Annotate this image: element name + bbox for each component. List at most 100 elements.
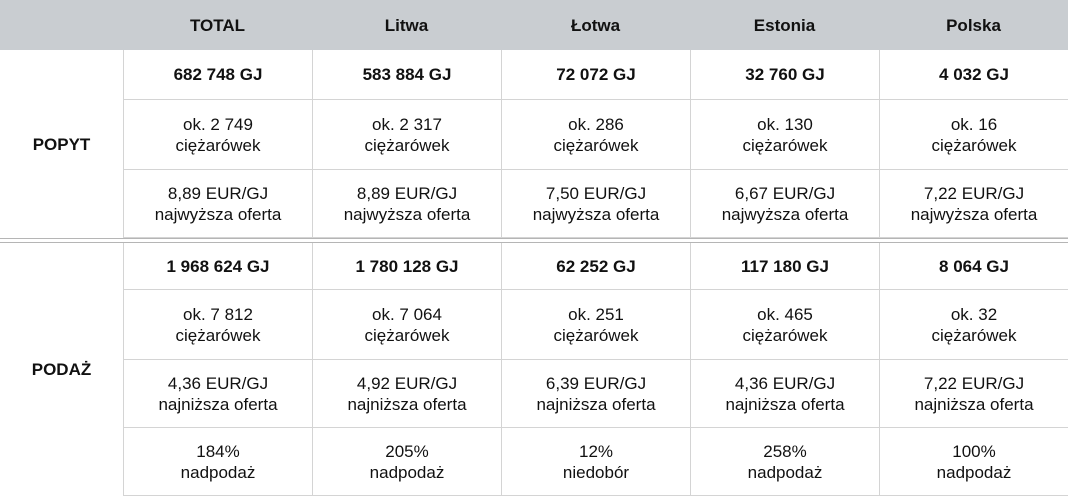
cell-text: Łotwa xyxy=(570,15,621,35)
table-cell: 8 064 GJ xyxy=(879,243,1068,290)
table-cell: 72 072 GJ xyxy=(501,50,690,100)
cell-text: najwyższa oferta xyxy=(154,204,282,224)
cell-text: ciężarówek xyxy=(175,325,261,345)
cell-text: Estonia xyxy=(753,15,816,35)
table-cell: 62 252 GJ xyxy=(501,243,690,290)
cell-text: niedobór xyxy=(562,462,630,482)
table-cell: 583 884 GJ xyxy=(312,50,501,100)
table-cell: 4,92 EUR/GJ najniższa oferta xyxy=(312,360,501,428)
cell-text: 4,92 EUR/GJ xyxy=(356,373,458,393)
cell-text: najniższa oferta xyxy=(536,394,656,414)
cell-text: ok. 286 xyxy=(568,114,624,134)
cell-text: najwyższa oferta xyxy=(343,204,471,224)
cell-text: nadpodaż xyxy=(936,462,1012,482)
cell-text: ciężarówek xyxy=(931,135,1017,155)
table-cell: 4 032 GJ xyxy=(879,50,1068,100)
cell-text: 1 968 624 GJ xyxy=(166,256,270,276)
cell-text: 12% xyxy=(578,441,614,461)
cell-text: ok. 32 xyxy=(950,304,998,324)
cell-text: 7,22 EUR/GJ xyxy=(923,373,1025,393)
cell-text: ok. 251 xyxy=(568,304,624,324)
table-cell: 7,50 EUR/GJ najwyższa oferta xyxy=(501,170,690,238)
cell-text: 1 780 128 GJ xyxy=(355,256,459,276)
table-cell: 32 760 GJ xyxy=(690,50,879,100)
table-cell: 6,39 EUR/GJ najniższa oferta xyxy=(501,360,690,428)
cell-text: 6,39 EUR/GJ xyxy=(545,373,647,393)
cell-text: najniższa oferta xyxy=(158,394,278,414)
cell-text: nadpodaż xyxy=(369,462,445,482)
cell-text: PODAŻ xyxy=(31,360,92,379)
header-cell: Polska xyxy=(879,0,1068,50)
table-cell: ok. 2 317 ciężarówek xyxy=(312,100,501,170)
cell-text: 8,89 EUR/GJ xyxy=(356,183,458,203)
header-cell: TOTAL xyxy=(123,0,312,50)
cell-text: 100% xyxy=(952,441,996,461)
cell-text: ok. 7 064 xyxy=(372,304,442,324)
table-cell: 205% nadpodaż xyxy=(312,428,501,496)
cell-text: 6,67 EUR/GJ xyxy=(734,183,836,203)
table-cell: ok. 2 749 ciężarówek xyxy=(123,100,312,170)
cell-text: najniższa oferta xyxy=(914,394,1034,414)
cell-text: nadpodaż xyxy=(747,462,823,482)
table-cell: 117 180 GJ xyxy=(690,243,879,290)
cell-text: 117 180 GJ xyxy=(741,256,829,276)
table-cell: 100% nadpodaż xyxy=(879,428,1068,496)
header-cell: Estonia xyxy=(690,0,879,50)
cell-text: 583 884 GJ xyxy=(362,65,452,84)
cell-text: najwyższa oferta xyxy=(910,204,1038,224)
cell-text: TOTAL xyxy=(189,15,246,35)
cell-text: 7,50 EUR/GJ xyxy=(545,183,647,203)
table-cell: 682 748 GJ xyxy=(123,50,312,100)
cell-text: 205% xyxy=(385,441,429,461)
cell-text: 184% xyxy=(196,441,240,461)
cell-text: 258% xyxy=(763,441,807,461)
table-cell: 8,89 EUR/GJ najwyższa oferta xyxy=(123,170,312,238)
cell-text: najwyższa oferta xyxy=(721,204,849,224)
cell-text: 4 032 GJ xyxy=(939,65,1009,84)
table-cell: 6,67 EUR/GJ najwyższa oferta xyxy=(690,170,879,238)
header-cell: Łotwa xyxy=(501,0,690,50)
cell-text: 682 748 GJ xyxy=(173,65,263,84)
cell-text: ciężarówek xyxy=(553,135,639,155)
cell-text: ok. 16 xyxy=(950,114,998,134)
table-cell: ok. 286 ciężarówek xyxy=(501,100,690,170)
cell-text: ciężarówek xyxy=(742,325,828,345)
table-cell: ok. 251 ciężarówek xyxy=(501,290,690,360)
cell-text: ciężarówek xyxy=(931,325,1017,345)
cell-text: ciężarówek xyxy=(364,325,450,345)
cell-text: nadpodaż xyxy=(180,462,256,482)
table-cell: 1 780 128 GJ xyxy=(312,243,501,290)
header-cell: Litwa xyxy=(312,0,501,50)
table-cell: ok. 465 ciężarówek xyxy=(690,290,879,360)
table-cell: 7,22 EUR/GJ najniższa oferta xyxy=(879,360,1068,428)
cell-text: najniższa oferta xyxy=(347,394,467,414)
section-divider xyxy=(0,238,1068,243)
cell-text: 72 072 GJ xyxy=(556,65,636,84)
cell-text: Polska xyxy=(946,15,1001,35)
table-cell: 4,36 EUR/GJ najniższa oferta xyxy=(690,360,879,428)
table-cell: ok. 7 812 ciężarówek xyxy=(123,290,312,360)
cell-text: ciężarówek xyxy=(553,325,639,345)
cell-text: 32 760 GJ xyxy=(745,65,825,84)
cell-text: ok. 465 xyxy=(757,304,813,324)
section-label: POPYT xyxy=(0,50,123,238)
cell-text: ciężarówek xyxy=(742,135,828,155)
cell-text: 4,36 EUR/GJ xyxy=(167,373,269,393)
header-band xyxy=(0,0,123,50)
table-cell: ok. 16 ciężarówek xyxy=(879,100,1068,170)
cell-text: ok. 7 812 xyxy=(183,304,253,324)
cell-text: najwyższa oferta xyxy=(532,204,660,224)
table-cell: 12% niedobór xyxy=(501,428,690,496)
table-cell: 258% nadpodaż xyxy=(690,428,879,496)
section-label: PODAŻ xyxy=(0,243,123,496)
cell-text: POPYT xyxy=(32,134,91,154)
cell-text: ciężarówek xyxy=(364,135,450,155)
cell-text: Litwa xyxy=(384,15,429,35)
cell-text: 62 252 GJ xyxy=(556,256,636,276)
cell-text: ciężarówek xyxy=(175,135,261,155)
cell-text: 4,36 EUR/GJ xyxy=(734,373,836,393)
cell-text: najniższa oferta xyxy=(725,394,845,414)
table-cell: 7,22 EUR/GJ najwyższa oferta xyxy=(879,170,1068,238)
table-cell: ok. 7 064 ciężarówek xyxy=(312,290,501,360)
